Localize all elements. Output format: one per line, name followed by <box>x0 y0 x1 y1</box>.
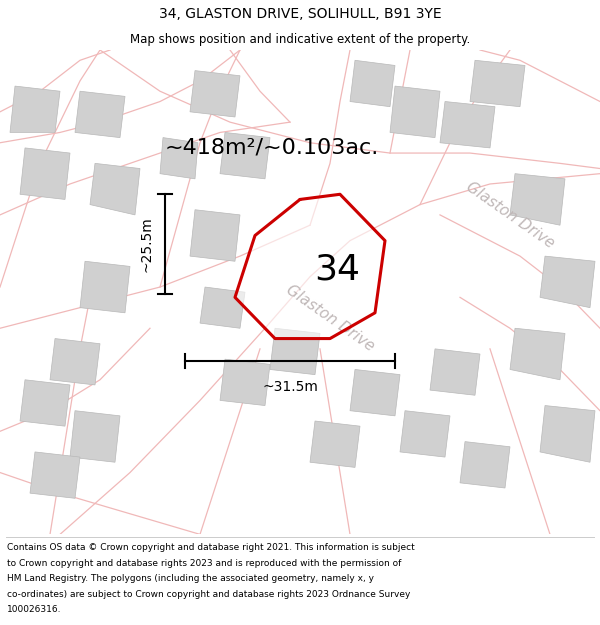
Polygon shape <box>470 60 525 107</box>
Polygon shape <box>400 411 450 457</box>
Polygon shape <box>50 339 100 385</box>
Polygon shape <box>310 421 360 468</box>
Polygon shape <box>10 86 60 132</box>
Polygon shape <box>350 60 395 107</box>
Polygon shape <box>20 148 70 199</box>
Text: 100026316.: 100026316. <box>7 605 62 614</box>
Polygon shape <box>540 406 595 462</box>
Text: HM Land Registry. The polygons (including the associated geometry, namely x, y: HM Land Registry. The polygons (includin… <box>7 574 374 583</box>
Polygon shape <box>390 86 440 138</box>
Text: ~418m²/~0.103ac.: ~418m²/~0.103ac. <box>165 138 379 158</box>
Polygon shape <box>440 101 495 148</box>
Text: Glaston Drive: Glaston Drive <box>463 179 557 251</box>
Polygon shape <box>220 359 270 406</box>
Text: co-ordinates) are subject to Crown copyright and database rights 2023 Ordnance S: co-ordinates) are subject to Crown copyr… <box>7 589 410 599</box>
Polygon shape <box>220 132 270 179</box>
Polygon shape <box>190 210 240 261</box>
Text: ~25.5m: ~25.5m <box>139 216 153 272</box>
Polygon shape <box>235 194 385 339</box>
Polygon shape <box>270 328 320 374</box>
Polygon shape <box>540 256 595 308</box>
Text: Glaston Drive: Glaston Drive <box>283 282 377 354</box>
Polygon shape <box>80 261 130 312</box>
Polygon shape <box>200 287 245 328</box>
Polygon shape <box>30 452 80 498</box>
Polygon shape <box>510 328 565 380</box>
Polygon shape <box>350 369 400 416</box>
Text: to Crown copyright and database rights 2023 and is reproduced with the permissio: to Crown copyright and database rights 2… <box>7 559 401 568</box>
Text: 34: 34 <box>314 253 360 287</box>
Polygon shape <box>90 163 140 215</box>
Polygon shape <box>20 380 70 426</box>
Polygon shape <box>510 174 565 225</box>
Text: ~31.5m: ~31.5m <box>262 380 318 394</box>
Text: 34, GLASTON DRIVE, SOLIHULL, B91 3YE: 34, GLASTON DRIVE, SOLIHULL, B91 3YE <box>158 7 442 21</box>
Polygon shape <box>75 91 125 138</box>
Polygon shape <box>190 71 240 117</box>
Polygon shape <box>430 349 480 395</box>
Text: Contains OS data © Crown copyright and database right 2021. This information is : Contains OS data © Crown copyright and d… <box>7 543 415 552</box>
Polygon shape <box>460 442 510 488</box>
Polygon shape <box>160 138 198 179</box>
Polygon shape <box>70 411 120 462</box>
Text: Map shows position and indicative extent of the property.: Map shows position and indicative extent… <box>130 32 470 46</box>
